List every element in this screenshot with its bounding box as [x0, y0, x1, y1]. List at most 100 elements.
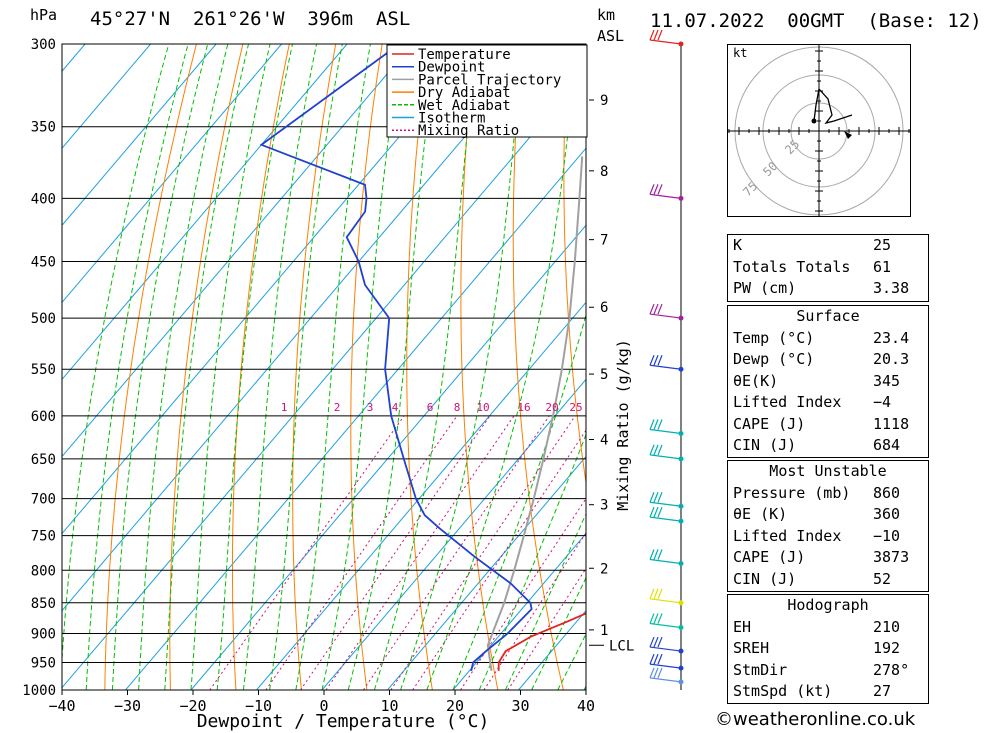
parcel-trajectory-line	[486, 156, 584, 672]
wet-adiabat-line	[242, 44, 317, 690]
wind-barb-flag	[653, 355, 659, 366]
mu-label: CAPE (J)	[733, 548, 806, 566]
mixing-ratio-line	[507, 567, 586, 690]
wind-barb	[649, 444, 684, 462]
wet-adiabat-line	[295, 44, 371, 690]
hodo-stat-row: StmSpd (kt) 27	[728, 681, 928, 703]
x-tick-label: 30	[511, 697, 529, 715]
wet-adiabat-line	[164, 44, 249, 690]
km-tick-label: 4	[600, 433, 608, 449]
most-unstable-box: Most Unstable Pressure (mb) 860 θE (K) 360…	[727, 460, 929, 592]
index-row-pw: PW (cm) 3.38	[728, 278, 928, 300]
hodograph-unit-label: kt	[733, 46, 748, 60]
pressure-tick-label: 700	[31, 492, 56, 508]
wet-adiabat-line	[190, 44, 271, 690]
wind-barb-shaft	[649, 364, 682, 370]
wind-barb	[649, 653, 684, 671]
dry-adiabat-line	[986, 44, 1000, 690]
wind-barb-shaft	[649, 622, 682, 629]
km-tick-label: 2	[600, 561, 608, 577]
wind-barb-flag	[649, 355, 655, 366]
surface-value: 345	[873, 371, 901, 390]
pressure-unit-label: hPa	[30, 6, 58, 24]
mu-value: 3873	[873, 548, 910, 566]
hodo-stat-label: StmDir	[733, 660, 788, 679]
index-value: 61	[873, 257, 892, 276]
pressure-tick-label: 550	[31, 362, 56, 378]
wind-barb	[649, 29, 684, 47]
wind-barb-flag	[649, 667, 655, 679]
wind-barb	[649, 549, 684, 567]
wind-barb	[649, 667, 684, 685]
hodo-ring-label-75: 75	[740, 179, 760, 199]
wind-barb-shaft	[649, 646, 682, 652]
wind-barb-flag	[657, 355, 663, 366]
wind-barb-flag	[653, 549, 659, 560]
wind-barb-shaft	[649, 558, 682, 565]
copyright-text[interactable]: ©weatheronline.co.uk	[715, 709, 916, 730]
legend-label: Wet Adiabat	[418, 98, 511, 114]
isotherm-line	[321, 378, 586, 690]
wet-adiabat-line	[347, 44, 438, 690]
index-value: 25	[873, 236, 892, 254]
mu-value: −10	[873, 526, 901, 545]
mu-label: θE (K)	[733, 505, 788, 523]
surface-label: θE(K)	[733, 371, 779, 390]
mu-value: 52	[873, 569, 892, 588]
surface-row: θE(K) 345	[728, 371, 928, 393]
pressure-tick-label: 850	[31, 596, 56, 612]
hodo-stat-value: 27	[873, 682, 892, 700]
hodo-ring-label-25: 25	[782, 137, 802, 157]
wind-barb-flag	[649, 506, 655, 518]
mu-label: Lifted Index	[733, 526, 842, 545]
isotherm-line	[62, 70, 586, 689]
wind-barb-flag	[649, 29, 655, 41]
asl-label: ASL	[597, 27, 625, 45]
hodograph-plot: 25 50 75	[728, 45, 910, 216]
index-label: PW (cm)	[733, 279, 797, 297]
wet-adiabat-line	[452, 312, 586, 690]
wind-barb-flag	[653, 636, 659, 648]
mixing-ratio-line	[412, 429, 586, 690]
wind-barb-flag	[657, 184, 663, 195]
mu-value: 360	[873, 505, 901, 523]
wind-barb	[649, 492, 684, 509]
storm-motion-marker	[844, 131, 852, 139]
pressure-tick-label: 350	[31, 120, 56, 136]
hodo-stat-row: SREH 192	[728, 638, 928, 660]
surface-value: 1118	[873, 414, 910, 433]
mixing-ratio-line	[265, 415, 458, 690]
wind-barb-flag	[649, 444, 655, 456]
km-tick-label: 5	[600, 367, 608, 383]
mixing-ratio-label: 10	[476, 401, 489, 414]
isotherm-line	[0, 44, 20, 690]
dry-adiabat-line	[460, 44, 499, 690]
wind-barb-flag	[649, 588, 655, 600]
lcl-label: LCL	[609, 638, 634, 654]
wind-barb-flag	[649, 613, 655, 624]
mixing-ratio-label: 1	[281, 401, 288, 414]
hodo-stat-label: EH	[733, 617, 752, 636]
hodo-stat-value: 192	[873, 639, 901, 657]
hodo-stat-value: 278°	[873, 660, 910, 679]
surface-title: Surface	[796, 307, 860, 325]
mu-row: Pressure (mb) 860	[728, 483, 928, 505]
legend-label: Temperature	[418, 47, 511, 63]
wind-barb-flag	[657, 444, 663, 456]
x-axis-title: Dewpoint / Temperature (°C)	[197, 711, 490, 732]
dewpoint-line	[259, 44, 533, 672]
pressure-tick-label: 450	[31, 255, 56, 271]
mixing-ratio-axis-title: Mixing Ratio (g/kg)	[614, 339, 632, 511]
wind-barb-shaft	[649, 454, 682, 460]
wind-barb	[649, 303, 684, 321]
index-label: Totals Totals	[733, 257, 851, 276]
mu-label: CIN (J)	[733, 569, 797, 588]
surface-row: CAPE (J) 1118	[728, 414, 928, 436]
wind-barb-flag	[653, 29, 659, 41]
hodo-stat-value: 210	[873, 617, 901, 636]
hodograph-panel: kt 25 50 75	[727, 44, 911, 217]
isotherm-line	[62, 44, 217, 227]
wind-barb-flag	[653, 588, 659, 600]
wind-barb-flag	[649, 419, 655, 430]
